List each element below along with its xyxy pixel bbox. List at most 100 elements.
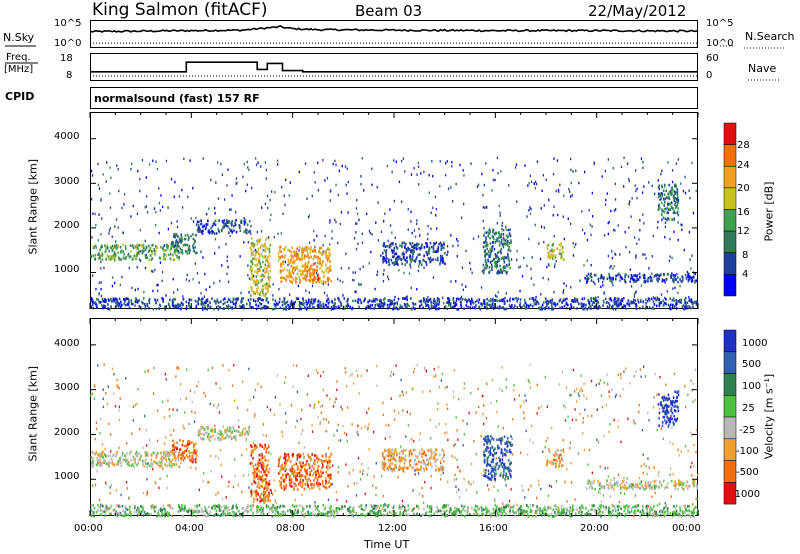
power-noise-pixel [284,260,286,264]
power-region-0-pixel [164,257,166,261]
power-noise-pixel [591,191,593,195]
velocity-region-3-pixel [265,467,268,471]
velocity-noise-pixel [402,409,404,412]
velocity-noise-pixel [326,394,328,397]
power-region-3-pixel [258,252,260,256]
power-region-7-pixel [506,241,508,245]
power-noise-pixel [435,258,437,261]
power-region-4-pixel [302,249,305,252]
power-region-0-pixel [92,244,95,248]
power-region-11-pixel [257,299,259,302]
power-noise-pixel [498,204,500,208]
power-noise-pixel [661,218,663,222]
power-region-7-pixel [493,261,496,264]
velocity-noise-pixel [118,405,120,409]
power-region-11-pixel [684,306,686,309]
velocity-noise-pixel [98,498,101,502]
power-region-11-pixel [645,302,647,305]
velocity-noise-pixel [564,419,567,422]
velocity-region-1-pixel [187,455,189,459]
power-region-9-pixel [693,275,695,279]
power-noise-pixel [218,246,220,249]
power-region-9-pixel [694,281,696,284]
power-region-4-pixel [329,264,332,268]
velocity-noise-pixel [540,405,542,408]
power-noise-pixel [363,189,365,192]
velocity-noise-pixel [255,506,258,509]
power-noise-pixel [584,232,586,235]
power-region-11-pixel [365,305,368,309]
velocity-noise-pixel [217,403,220,407]
power-noise-pixel [154,268,156,272]
power-region-11-pixel [330,308,333,311]
power-region-7-pixel [499,249,502,253]
power-region-9-pixel [627,275,630,278]
power-region-6-pixel [388,263,391,266]
power-region-11-pixel [142,301,144,305]
velocity-noise-pixel [102,397,104,400]
velocity-region-3-pixel [266,494,269,497]
power-region-6-pixel [396,263,399,266]
velocity-region-3-pixel [262,479,265,482]
power-region-4-pixel [285,279,287,282]
power-noise-pixel [380,230,383,233]
power-region-11-pixel [234,297,237,301]
power-region-11-pixel [204,307,207,310]
power-region-11-pixel [379,298,381,302]
power-region-7-pixel [508,232,511,235]
power-region-11-pixel [386,303,389,307]
power-region-3-pixel [266,282,268,285]
power-region-10-pixel [659,192,661,196]
velocity-region-3-pixel [254,476,256,479]
power-region-6-pixel [442,260,444,263]
power-region-11-pixel [453,305,455,308]
power-region-2-pixel [210,226,212,230]
power-region-10-pixel [660,212,663,216]
velocity-region-3-pixel [268,494,270,498]
velocity-region-0-pixel [102,450,104,454]
velocity-noise-pixel [187,422,190,425]
velocity-noise-pixel [619,394,621,398]
power-noise-pixel [465,285,467,288]
power-region-6-pixel [430,259,432,263]
power-noise-pixel [565,284,567,288]
power-region-3-pixel [261,254,264,258]
power-region-7-pixel [483,266,486,270]
velocity-noise-pixel [620,376,622,379]
power-noise-pixel [528,209,530,212]
power-region-11-pixel [608,306,610,310]
power-region-0-pixel [162,255,165,258]
velocity-region-0-pixel [103,458,105,462]
velocity-region-1-pixel [189,441,192,445]
velocity-region-1-pixel [186,447,189,450]
power-noise-pixel [313,171,315,174]
power-noise-pixel [267,206,269,210]
velocity-region-0-pixel [128,464,130,467]
velocity-region-0-pixel [125,455,127,458]
power-noise-pixel [602,299,605,303]
velocity-noise-pixel [577,392,579,395]
power-region-6-pixel [382,251,384,255]
power-noise-pixel [402,157,404,160]
power-region-6-pixel [395,245,398,249]
power-region-6-pixel [397,255,399,259]
power-region-11-pixel [211,297,213,300]
power-region-11-pixel [598,305,601,308]
power-region-7-pixel [487,250,490,253]
velocity-noise-pixel [274,489,276,492]
velocity-region-3-pixel [260,478,262,481]
velocity-noise-pixel [170,433,172,437]
power-noise-pixel [200,250,202,253]
power-region-0-pixel [104,244,106,247]
power-region-6-pixel [403,252,405,256]
velocity-noise-pixel [574,390,576,393]
power-noise-pixel [376,186,378,189]
power-region-11-pixel [406,305,408,308]
power-noise-pixel [348,267,350,270]
power-region-4-pixel [294,266,297,269]
velocity-region-0-pixel [157,463,160,466]
power-region-7-pixel [489,230,491,233]
power-noise-pixel [109,166,111,169]
velocity-noise-pixel [134,403,136,407]
power-region-3-pixel [266,257,268,260]
